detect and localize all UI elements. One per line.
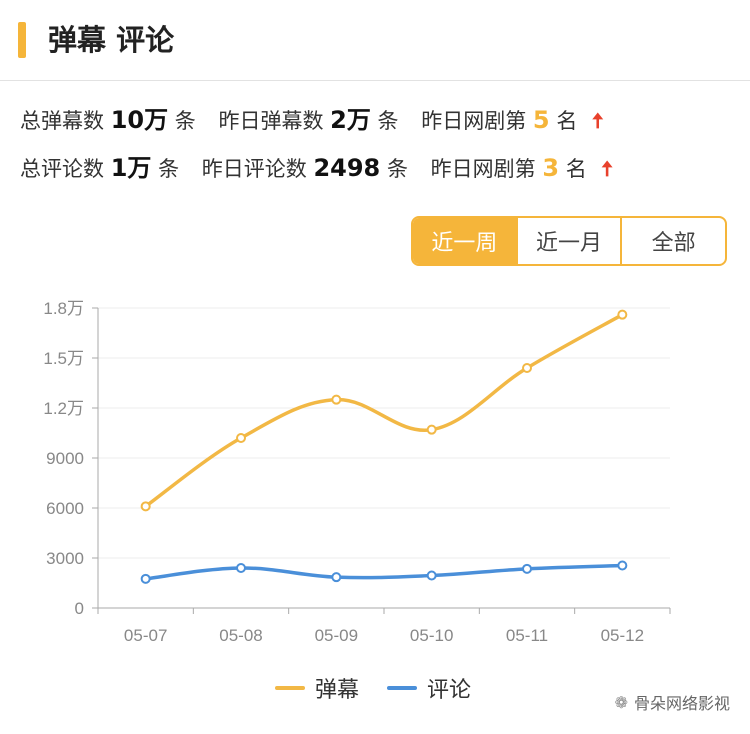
y-tick-label: 9000 — [46, 449, 84, 468]
series-line-comment — [143, 563, 625, 581]
rank-unit: 名 — [565, 157, 587, 181]
up-arrow-icon: 🠅 — [592, 109, 604, 133]
legend-label-danmaku: 弹幕 — [315, 678, 360, 703]
x-tick-label: 05-11 — [506, 626, 548, 645]
yesterday-comment-value: 2498 — [313, 154, 381, 182]
data-point-comment — [617, 560, 628, 571]
unit-label: 条 — [174, 109, 196, 133]
watermark-text: 骨朵网络影视 — [633, 694, 730, 713]
data-point-comment — [331, 572, 342, 583]
total-comment-value: 1万 — [110, 154, 152, 182]
data-point-danmaku — [522, 363, 532, 373]
danmaku-rank-value: 5 — [532, 106, 550, 134]
tab-month[interactable]: 近一月 — [515, 218, 621, 264]
comment-stats-row: 总评论数 1万 条 昨日评论数 2498 条 昨日网剧第 3 名 🠅 — [20, 153, 613, 184]
section-header: 弹幕 评论 — [0, 0, 750, 81]
unit-label: 条 — [377, 109, 399, 133]
danmaku-stats-row: 总弹幕数 10万 条 昨日弹幕数 2万 条 昨日网剧第 5 名 🠅 — [20, 105, 604, 136]
x-tick-label: 05-09 — [315, 626, 358, 645]
y-tick-label: 1.8万 — [43, 299, 84, 318]
wechat-icon: ❁ — [614, 692, 628, 712]
x-tick-label: 05-10 — [410, 626, 453, 645]
time-range-tabs: 近一周 近一月 全部 — [411, 216, 727, 266]
data-point-danmaku — [236, 433, 246, 443]
total-danmaku-label: 总弹幕数 — [20, 109, 104, 133]
yesterday-danmaku-value: 2万 — [330, 106, 371, 134]
header-accent-bar — [18, 22, 26, 58]
legend-label-comment: 评论 — [427, 678, 472, 703]
data-point-comment — [140, 573, 151, 584]
x-tick-label: 05-12 — [601, 626, 644, 645]
up-arrow-icon: 🠅 — [601, 157, 613, 181]
rank-label: 昨日网剧第 — [421, 109, 527, 133]
unit-label: 条 — [386, 157, 408, 181]
total-comment-label: 总评论数 — [20, 157, 104, 181]
x-tick-label: 05-07 — [124, 626, 167, 645]
comment-rank-value: 3 — [542, 154, 560, 182]
tab-all[interactable]: 全部 — [620, 218, 725, 264]
chart-legend: 弹幕 评论 — [275, 672, 499, 704]
data-point-danmaku — [426, 424, 437, 435]
page-title: 弹幕 评论 — [48, 23, 175, 57]
data-point-danmaku — [331, 394, 342, 405]
y-tick-label: 3000 — [46, 549, 84, 568]
yesterday-comment-label: 昨日评论数 — [201, 157, 307, 181]
line-chart: 0 3000 6000 9000 1.2万 1.5万 1.8万 05-07 05-08 05-09… — [43, 299, 671, 645]
yesterday-danmaku-label: 昨日弹幕数 — [218, 109, 324, 133]
y-tick-label: 6000 — [46, 499, 84, 518]
total-danmaku-value: 10万 — [110, 106, 169, 134]
series-line-danmaku — [143, 312, 625, 509]
watermark: ❁ 骨朵网络影视 — [615, 690, 730, 714]
unit-label: 条 — [158, 157, 180, 181]
data-point-comment — [522, 563, 532, 574]
data-point-danmaku — [140, 501, 151, 512]
legend-item-comment[interactable]: 评论 — [387, 672, 471, 704]
data-point-comment — [236, 563, 246, 573]
data-point-comment — [426, 570, 437, 581]
rank-unit: 名 — [556, 109, 578, 133]
x-tick-label: 05-08 — [219, 626, 262, 645]
data-point-danmaku — [617, 309, 628, 320]
y-tick-label: 1.5万 — [43, 349, 84, 368]
legend-swatch-danmaku — [275, 686, 305, 690]
legend-item-danmaku[interactable]: 弹幕 — [275, 672, 359, 704]
rank-label: 昨日网剧第 — [430, 157, 536, 181]
y-tick-label: 0 — [75, 599, 84, 618]
tab-week[interactable]: 近一周 — [413, 218, 516, 264]
y-tick-label: 1.2万 — [43, 399, 84, 418]
legend-swatch-comment — [387, 686, 418, 690]
